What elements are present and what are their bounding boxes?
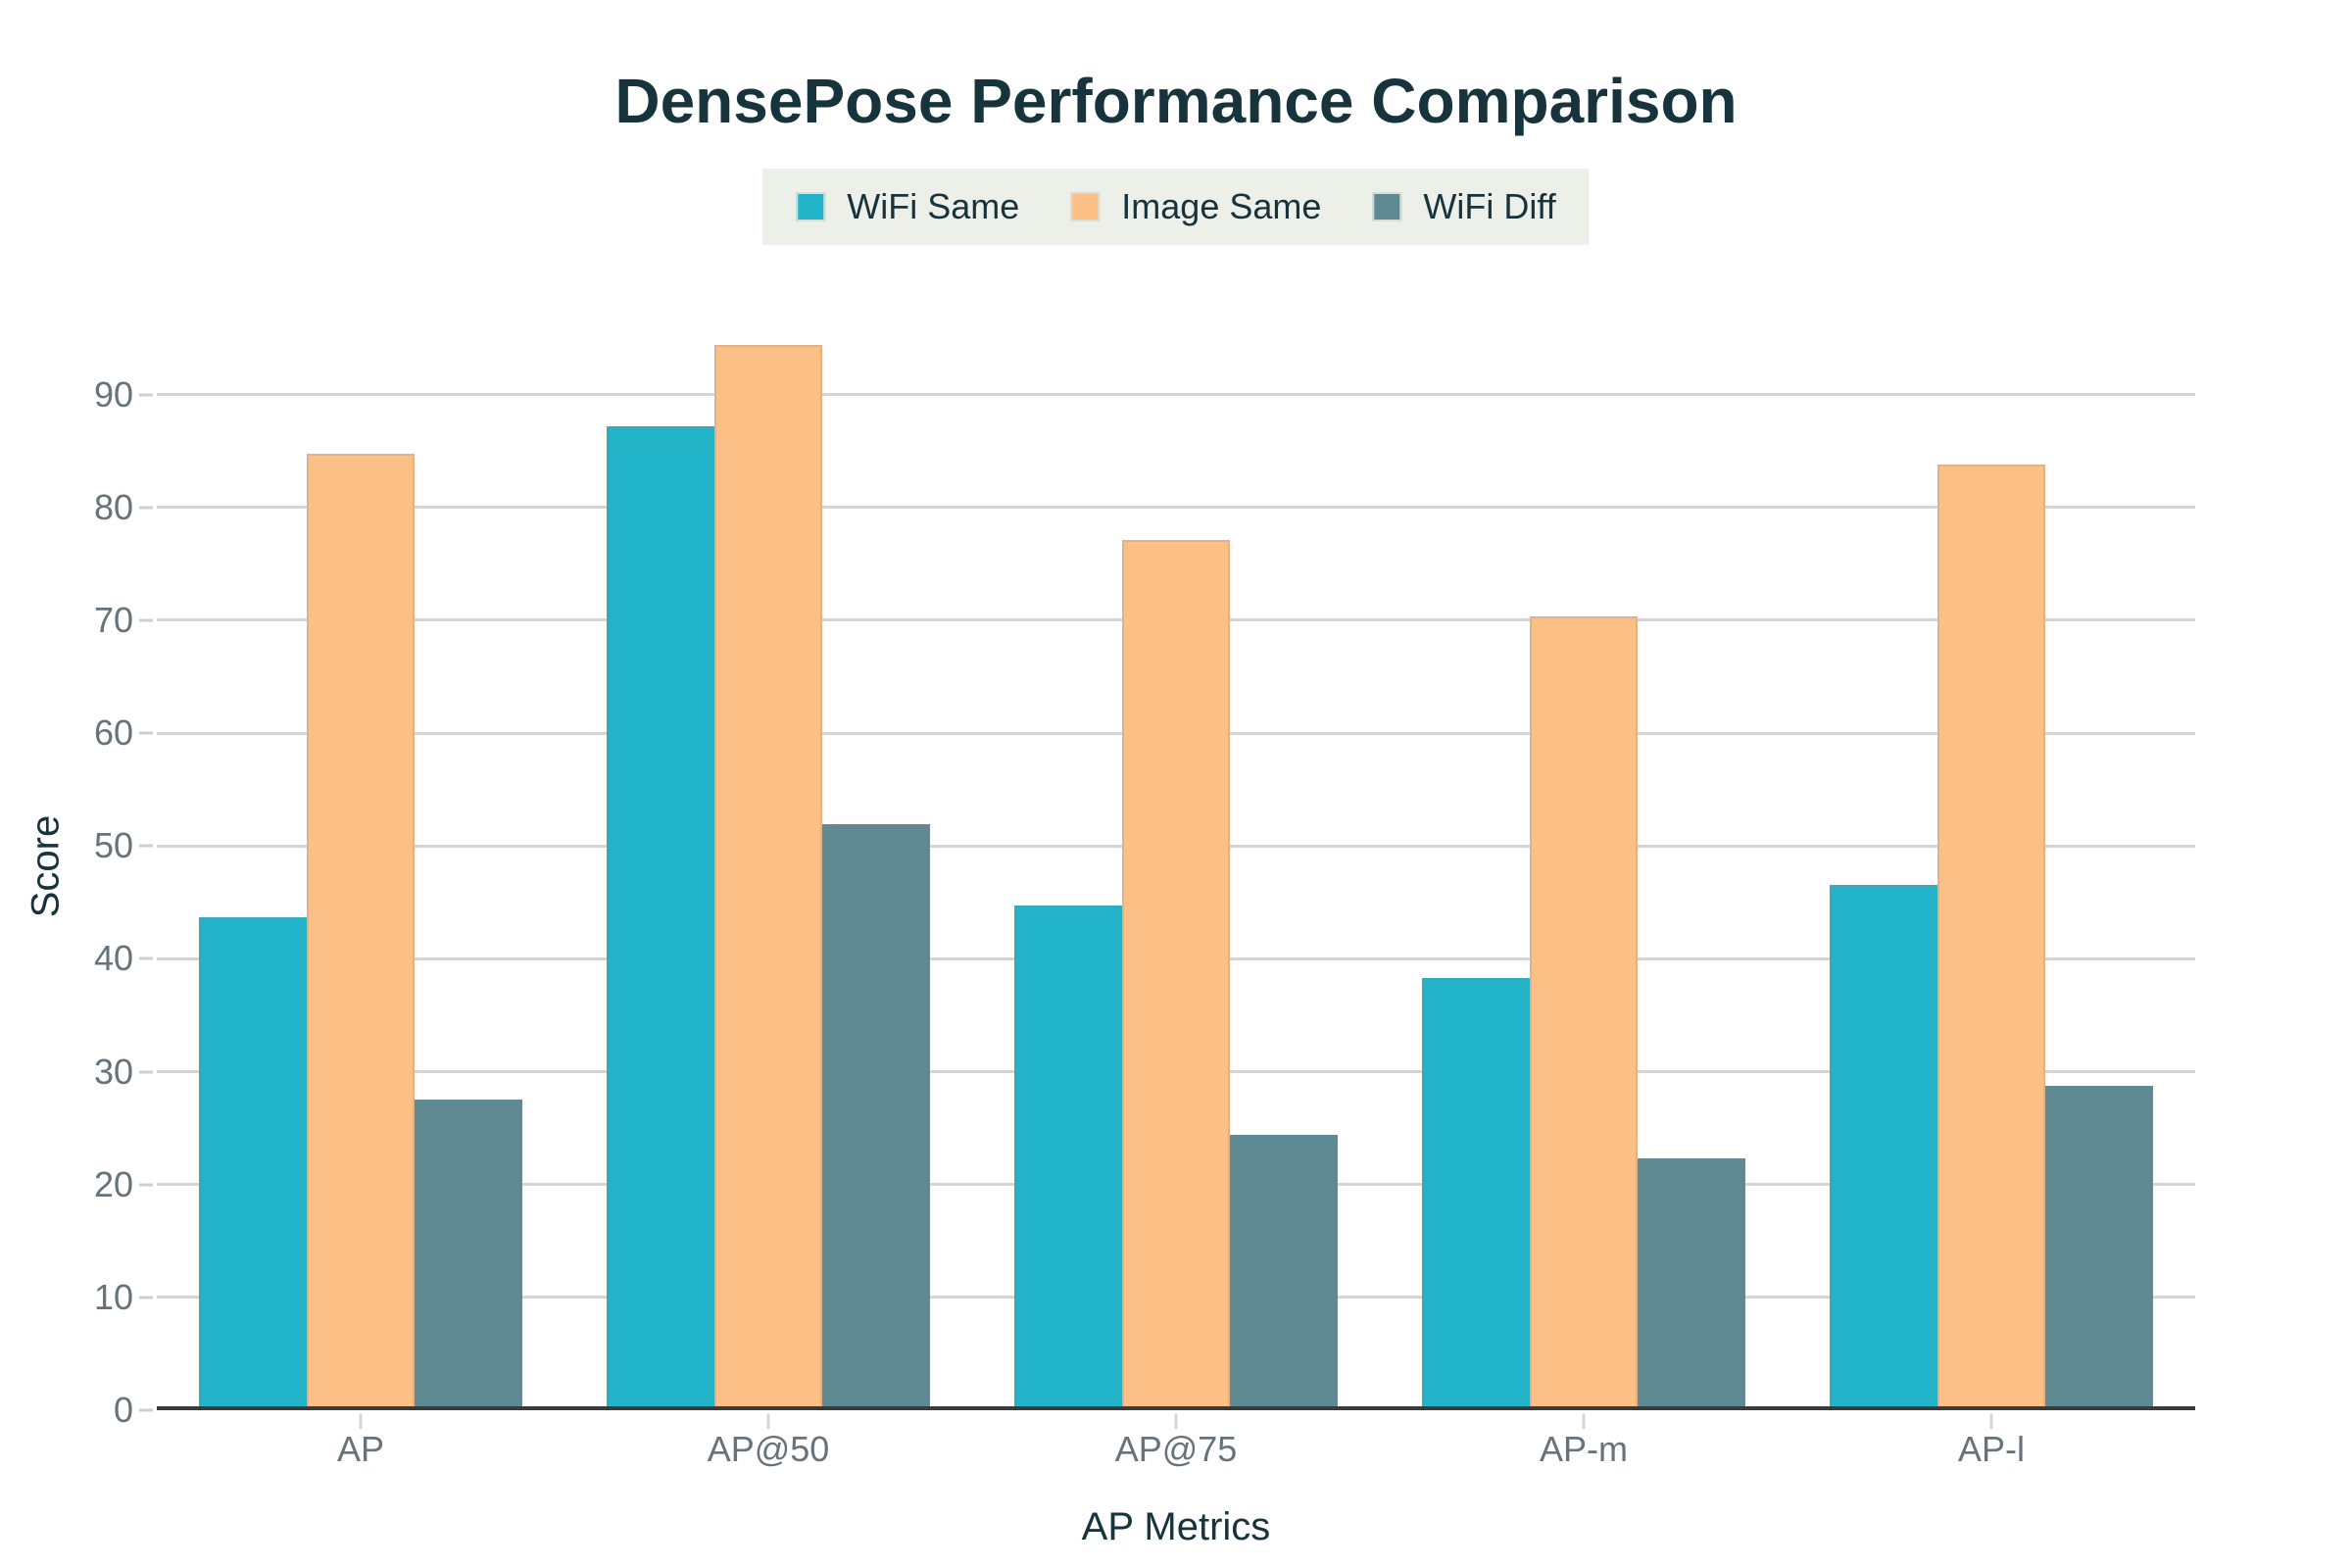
legend-item-image-same: Image Same [1070, 186, 1321, 227]
legend-label: WiFi Diff [1423, 186, 1556, 226]
plot-area [157, 323, 2195, 1410]
legend-swatch-image-same [1070, 192, 1101, 221]
x-axis-tick-mark [1582, 1414, 1586, 1429]
y-axis-tick-mark [139, 1296, 153, 1299]
y-axis-tick-label: 90 [93, 373, 133, 415]
legend-label: WiFi Same [847, 186, 1020, 226]
y-axis-tick-mark [139, 1070, 153, 1074]
bar-wifi-same-ap-l [1830, 885, 1937, 1407]
bar-image-same-ap-75 [1122, 539, 1230, 1407]
y-axis-tick-mark [139, 1408, 153, 1412]
x-axis-tick-label-ap: AP [336, 1429, 385, 1469]
y-axis-tick-label: 80 [93, 486, 133, 527]
legend-item-wifi-same: WiFi Same [796, 186, 1019, 227]
x-axis-tick-mark [766, 1414, 770, 1429]
bar-wifi-diff-ap-m [1638, 1158, 1745, 1407]
legend-swatch-wifi-diff [1372, 192, 1402, 221]
x-axis-tick-label-ap-l: AP-l [1957, 1429, 2025, 1469]
y-axis-tick-marks [139, 323, 155, 1412]
bar-group-ap-50 [564, 323, 972, 1407]
bar-image-same-ap-l [1937, 464, 2045, 1407]
x-axis-tick-label-ap-75: AP@75 [1114, 1429, 1238, 1469]
x-axis-tick-labels: AP AP@50 AP@75 AP-m AP-l [157, 1429, 2195, 1470]
bar-image-same-ap [307, 454, 415, 1407]
y-axis-tick-mark [139, 393, 153, 397]
y-axis-tick-mark [139, 1183, 153, 1187]
bar-image-same-ap-50 [714, 344, 822, 1407]
y-axis-tick-mark [139, 956, 153, 960]
bar-wifi-diff-ap-75 [1230, 1135, 1338, 1407]
bars-layer [157, 323, 2195, 1407]
bar-group-ap-l [1788, 323, 2195, 1407]
y-axis-tick-label: 70 [93, 599, 133, 640]
x-axis-title: AP Metrics [1081, 1505, 1271, 1548]
y-axis-tick-label: 20 [93, 1163, 133, 1204]
bar-wifi-same-ap-50 [607, 425, 714, 1407]
y-axis-tick-label: 50 [93, 825, 133, 866]
bar-wifi-same-ap-m [1422, 978, 1530, 1407]
chart-title: DensePose Performance Comparison [614, 66, 1738, 136]
x-axis-tick-mark [359, 1414, 363, 1429]
legend: WiFi Same Image Same WiFi Diff [762, 169, 1590, 245]
y-axis-tick-label: 30 [93, 1051, 133, 1092]
y-axis-tick-label: 40 [93, 938, 133, 979]
gridline-80 [157, 506, 2195, 510]
legend-swatch-wifi-same [796, 192, 826, 221]
bar-group-ap-75 [972, 323, 1380, 1407]
y-axis-tick-mark [139, 506, 153, 510]
x-axis-tick-label-ap-50: AP@50 [707, 1429, 830, 1469]
x-axis-tick-mark [1989, 1414, 1993, 1429]
x-axis-tick-marks [157, 1414, 2195, 1430]
bar-wifi-same-ap [199, 917, 307, 1407]
bar-group-ap-m [1380, 323, 1788, 1407]
x-axis-tick-mark [1174, 1414, 1178, 1429]
y-axis-tick-labels: 0 10 20 30 40 50 60 70 80 90 [0, 323, 133, 1427]
legend-item-wifi-diff: WiFi Diff [1372, 186, 1556, 227]
legend-label: Image Same [1121, 186, 1322, 226]
y-axis-tick-label: 0 [113, 1390, 133, 1430]
gridline-90 [157, 393, 2195, 397]
bar-wifi-diff-ap [415, 1100, 522, 1407]
y-axis-tick-mark [139, 618, 153, 622]
x-axis-tick-label-ap-m: AP-m [1540, 1429, 1628, 1469]
bar-image-same-ap-m [1530, 615, 1638, 1407]
x-axis-line [157, 1406, 2195, 1410]
y-axis-tick-label: 60 [93, 712, 133, 754]
y-axis-tick-mark [139, 731, 153, 735]
bar-wifi-same-ap-75 [1014, 905, 1122, 1407]
bar-wifi-diff-ap-l [2045, 1085, 2153, 1407]
y-axis-tick-label: 10 [93, 1276, 133, 1317]
bar-wifi-diff-ap-50 [822, 824, 930, 1407]
y-axis-tick-mark [139, 844, 153, 848]
bar-group-ap [157, 323, 564, 1407]
